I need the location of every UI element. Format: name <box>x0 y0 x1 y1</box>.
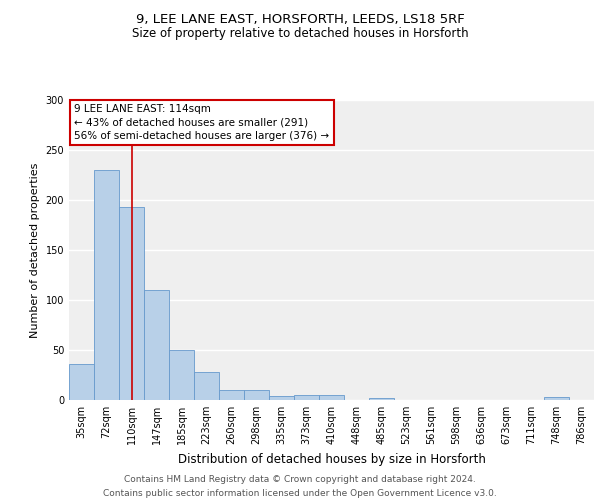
Bar <box>169 350 194 400</box>
Bar <box>319 395 344 400</box>
Text: 9 LEE LANE EAST: 114sqm
← 43% of detached houses are smaller (291)
56% of semi-d: 9 LEE LANE EAST: 114sqm ← 43% of detache… <box>74 104 329 141</box>
Bar <box>269 396 294 400</box>
Text: Contains HM Land Registry data © Crown copyright and database right 2024.
Contai: Contains HM Land Registry data © Crown c… <box>103 476 497 498</box>
Bar <box>244 390 269 400</box>
Y-axis label: Number of detached properties: Number of detached properties <box>30 162 40 338</box>
Bar <box>544 397 569 400</box>
Bar <box>94 170 119 400</box>
Text: Size of property relative to detached houses in Horsforth: Size of property relative to detached ho… <box>131 28 469 40</box>
Bar <box>144 290 169 400</box>
X-axis label: Distribution of detached houses by size in Horsforth: Distribution of detached houses by size … <box>178 452 485 466</box>
Bar <box>369 398 394 400</box>
Bar <box>69 364 94 400</box>
Bar <box>119 207 144 400</box>
Bar <box>294 395 319 400</box>
Bar <box>194 372 219 400</box>
Text: 9, LEE LANE EAST, HORSFORTH, LEEDS, LS18 5RF: 9, LEE LANE EAST, HORSFORTH, LEEDS, LS18… <box>136 12 464 26</box>
Bar <box>219 390 244 400</box>
